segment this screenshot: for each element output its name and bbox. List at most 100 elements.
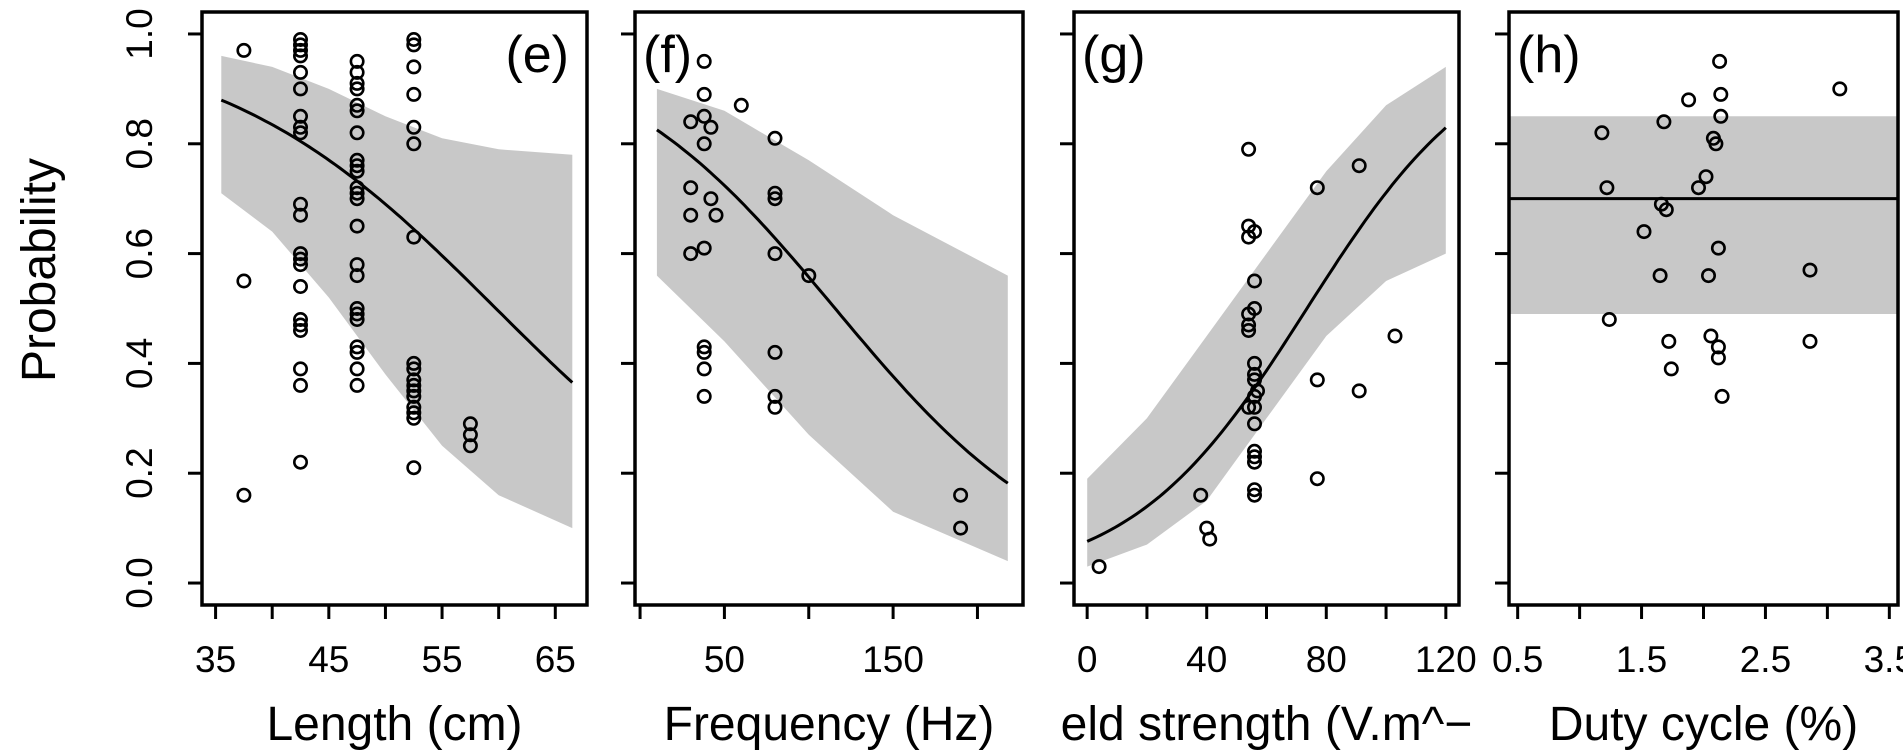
data-point [406, 410, 422, 426]
data-point [1247, 416, 1263, 432]
data-point [683, 180, 699, 196]
data-point [801, 268, 817, 284]
data-point [349, 180, 365, 196]
panel-tag: (g) [1082, 26, 1146, 84]
data-point [1698, 169, 1714, 185]
plot-area [220, 55, 574, 529]
x-tick-label: 45 [308, 639, 349, 680]
confidence-band [1087, 66, 1446, 567]
plot-area [1086, 66, 1447, 567]
data-point [292, 454, 308, 470]
data-point [1091, 559, 1107, 575]
data-point [349, 377, 365, 393]
data-point [349, 268, 365, 284]
data-point [349, 152, 365, 168]
data-point [236, 42, 252, 58]
data-point [349, 191, 365, 207]
data-point [767, 399, 783, 415]
x-tick-label: 65 [535, 639, 576, 680]
data-point [292, 322, 308, 338]
data-point [349, 311, 365, 327]
data-point [292, 317, 308, 333]
data-point [1387, 328, 1403, 344]
data-point [1713, 86, 1729, 102]
data-point [767, 246, 783, 262]
data-point [696, 339, 712, 355]
data-point [349, 81, 365, 97]
x-axis-label: Frequency (Hz) [664, 698, 995, 751]
data-point [236, 487, 252, 503]
data-point [1710, 350, 1726, 366]
y-tick-label: 0.2 [119, 447, 160, 498]
data-point [1247, 399, 1263, 415]
data-point [292, 48, 308, 64]
data-point [708, 207, 724, 223]
data-point [1247, 355, 1263, 371]
data-point [1247, 487, 1263, 503]
data-point [406, 399, 422, 415]
data-point [349, 339, 365, 355]
data-point [1701, 268, 1717, 284]
data-point [953, 520, 969, 536]
data-point [1599, 180, 1615, 196]
data-point [1309, 471, 1325, 487]
data-point [1247, 224, 1263, 240]
data-point [292, 377, 308, 393]
data-point [349, 64, 365, 80]
data-point [1708, 136, 1724, 152]
y-tick-label: 0.8 [119, 118, 160, 169]
data-point [767, 130, 783, 146]
data-point [406, 119, 422, 135]
data-point [349, 300, 365, 316]
panel-tag: (h) [1517, 26, 1581, 84]
data-point [1594, 125, 1610, 141]
confidence-band [1509, 116, 1898, 314]
data-point [292, 246, 308, 262]
data-point [1250, 383, 1266, 399]
x-tick-label: 1.5 [1616, 639, 1667, 680]
data-point [406, 377, 422, 393]
data-point [1656, 114, 1672, 130]
x-tick-label: 40 [1186, 639, 1227, 680]
data-point [292, 278, 308, 294]
data-point [406, 383, 422, 399]
data-point [703, 119, 719, 135]
data-point [1713, 108, 1729, 124]
data-point [406, 229, 422, 245]
panel-h: 0.5 1.5 2.5 3.5Duty cycle (%) (h) [1492, 10, 1903, 751]
data-point [1309, 372, 1325, 388]
data-point [292, 42, 308, 58]
data-point [292, 37, 308, 53]
data-point [1351, 158, 1367, 174]
data-point [953, 487, 969, 503]
data-point [696, 240, 712, 256]
y-tick-label: 0.6 [119, 228, 160, 279]
data-point [1241, 399, 1257, 415]
data-point [292, 31, 308, 47]
panel-tag: (f) [643, 26, 692, 84]
data-point [696, 388, 712, 404]
data-point [292, 361, 308, 377]
data-point [1712, 53, 1728, 69]
panel-e: 35 45 55 65 Length (cm) (e) [188, 10, 589, 751]
data-point [292, 125, 308, 141]
data-point [292, 207, 308, 223]
data-point [292, 64, 308, 80]
data-point [767, 344, 783, 360]
panel-g: 0 40 80 120 eld strength (V.m^− (g) [1060, 10, 1477, 751]
data-point [1652, 268, 1668, 284]
panel-tag: (e) [505, 26, 569, 84]
data-point [349, 103, 365, 119]
data-point [1241, 317, 1257, 333]
data-point [349, 344, 365, 360]
data-point [696, 136, 712, 152]
data-point [406, 405, 422, 421]
data-point [1247, 300, 1263, 316]
data-point [1802, 333, 1818, 349]
data-point [1241, 141, 1257, 157]
data-point [1247, 443, 1263, 459]
data-point [349, 75, 365, 91]
data-point [292, 257, 308, 273]
data-point [406, 31, 422, 47]
data-point [349, 97, 365, 113]
